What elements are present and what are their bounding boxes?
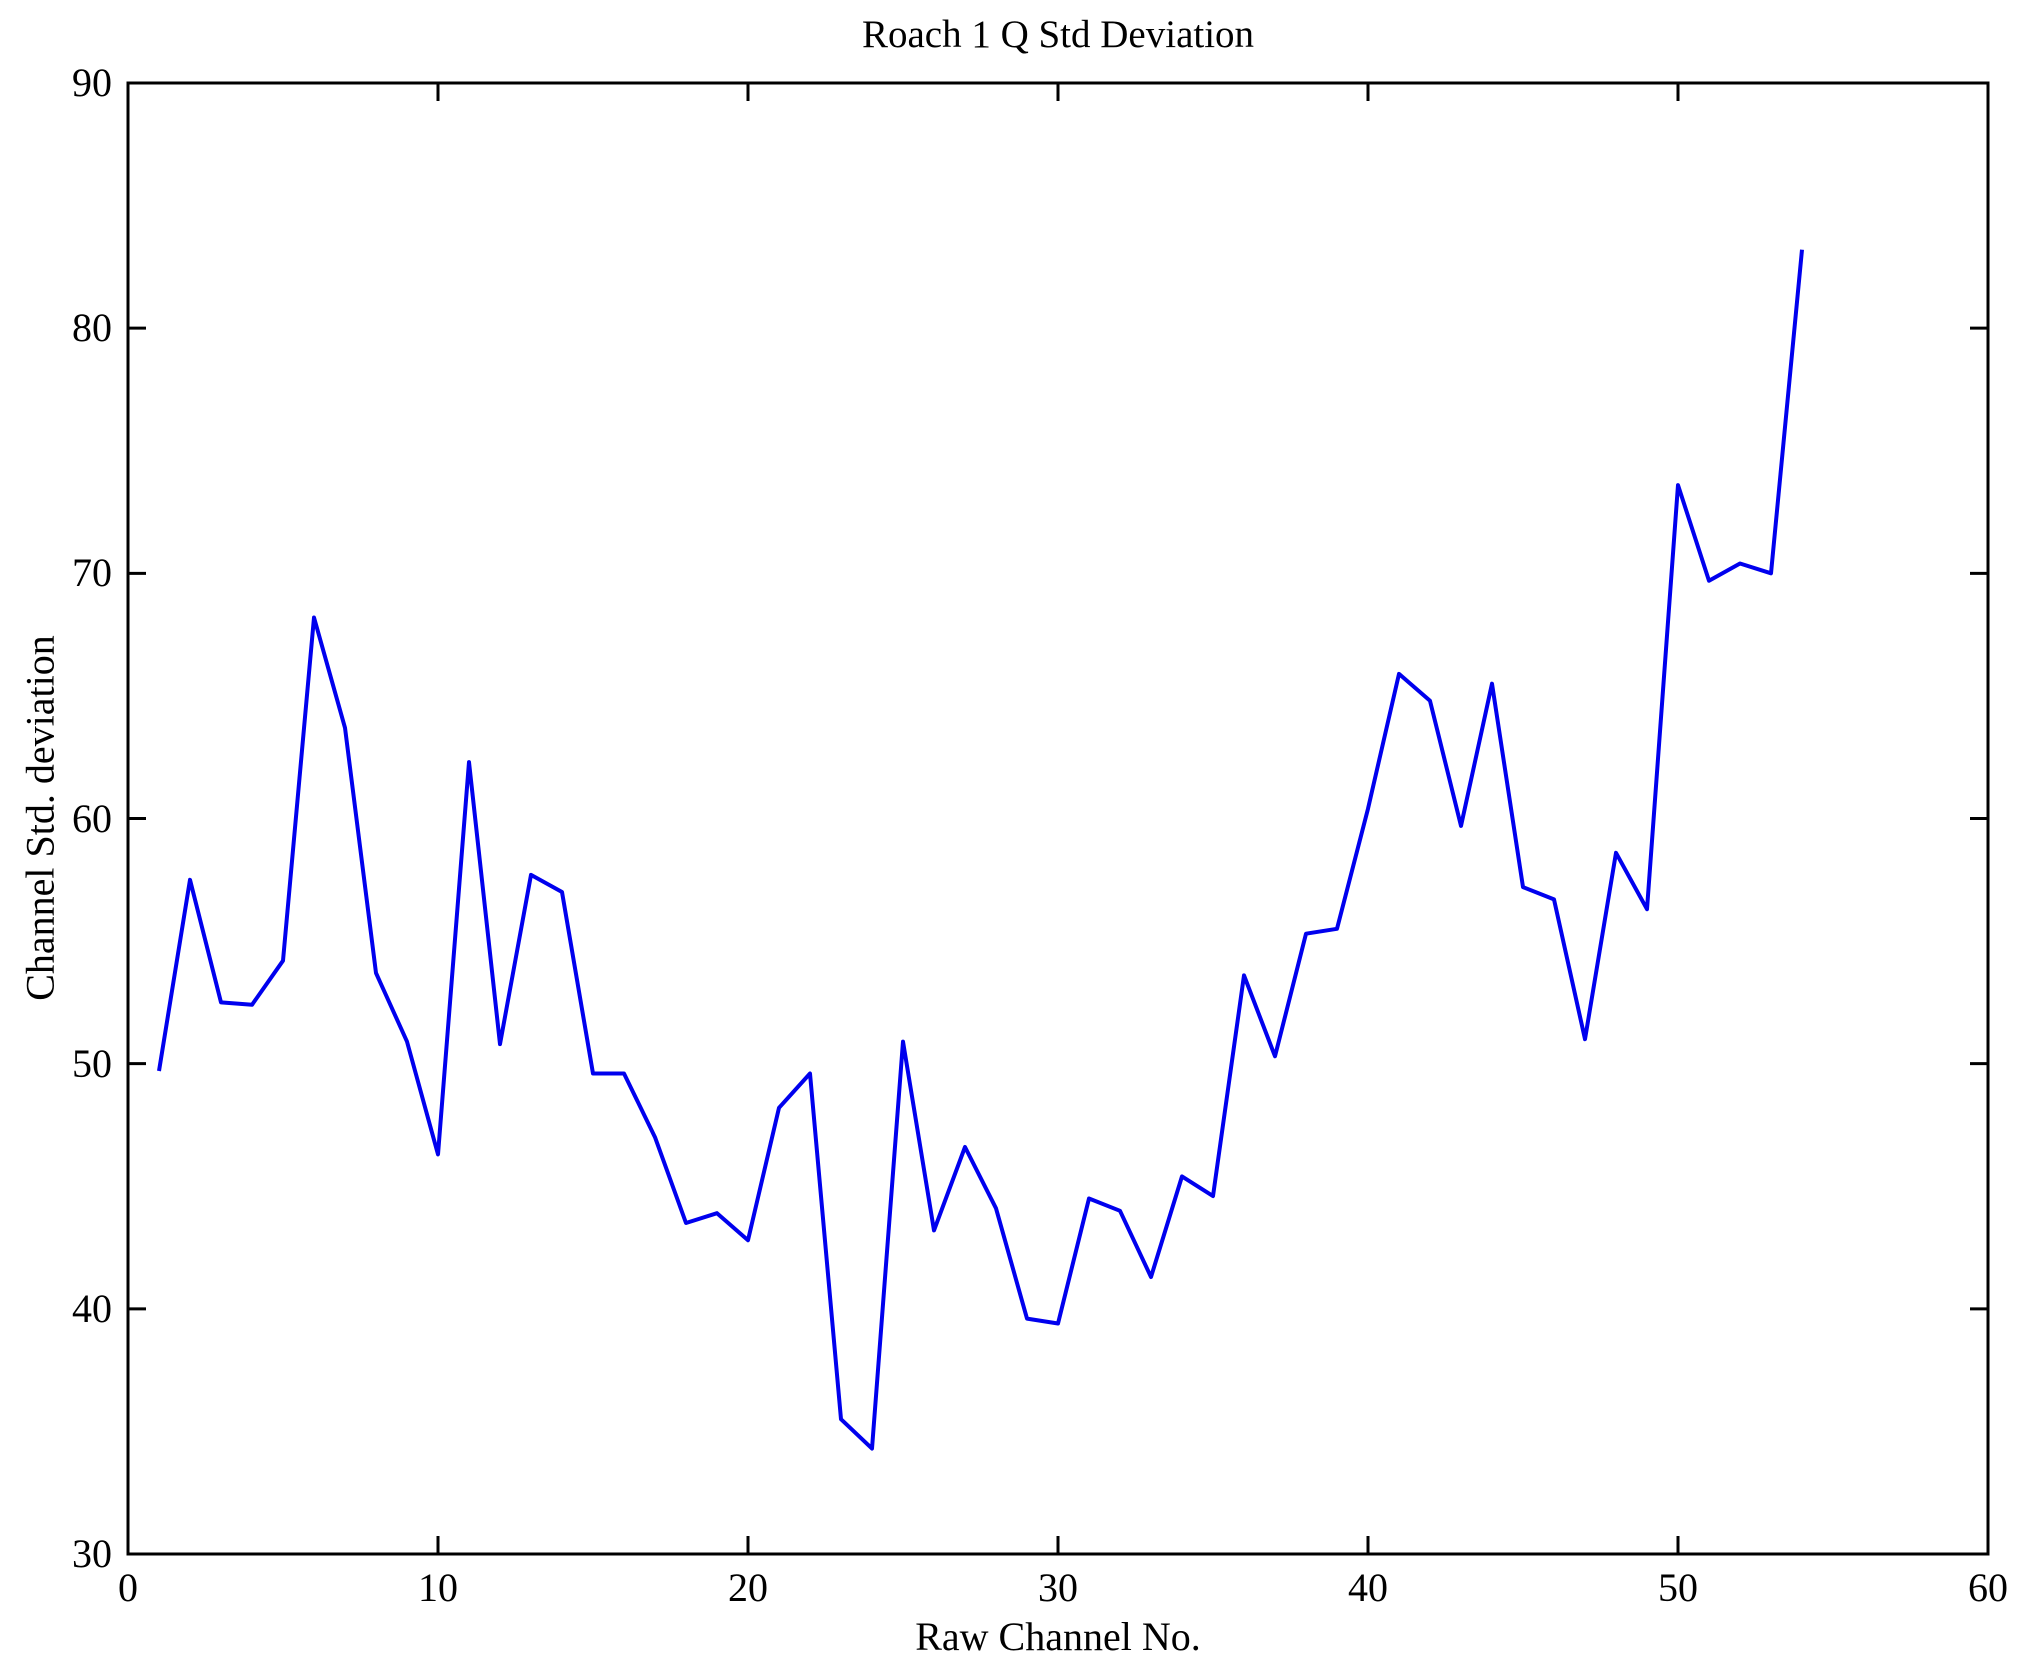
axis-box [126,81,1990,1556]
data-line [157,249,1804,1451]
x-tick-label: 0 [118,1565,138,1610]
y-tick-label: 70 [72,550,112,596]
y-tick-label: 40 [72,1285,112,1331]
y-tick-label: 50 [72,1040,112,1086]
x-tick-label: 60 [1968,1565,2008,1610]
x-tick-label: 30 [1038,1565,1078,1610]
x-tick-label: 50 [1658,1565,1698,1610]
x-tick-label: 40 [1348,1565,1388,1610]
y-tick-label: 90 [72,60,112,105]
y-tick-label: 80 [72,305,112,351]
y-tick-label: 60 [72,795,112,841]
chart-title: Roach 1 Q Std Deviation [861,13,1255,56]
y-tick-label: 30 [72,1531,112,1576]
x-tick-label: 10 [418,1565,458,1610]
x-tick-label: 20 [728,1565,768,1610]
x-axis-label: Raw Channel No. [915,1614,1201,1659]
tick-marks [126,81,1990,1556]
